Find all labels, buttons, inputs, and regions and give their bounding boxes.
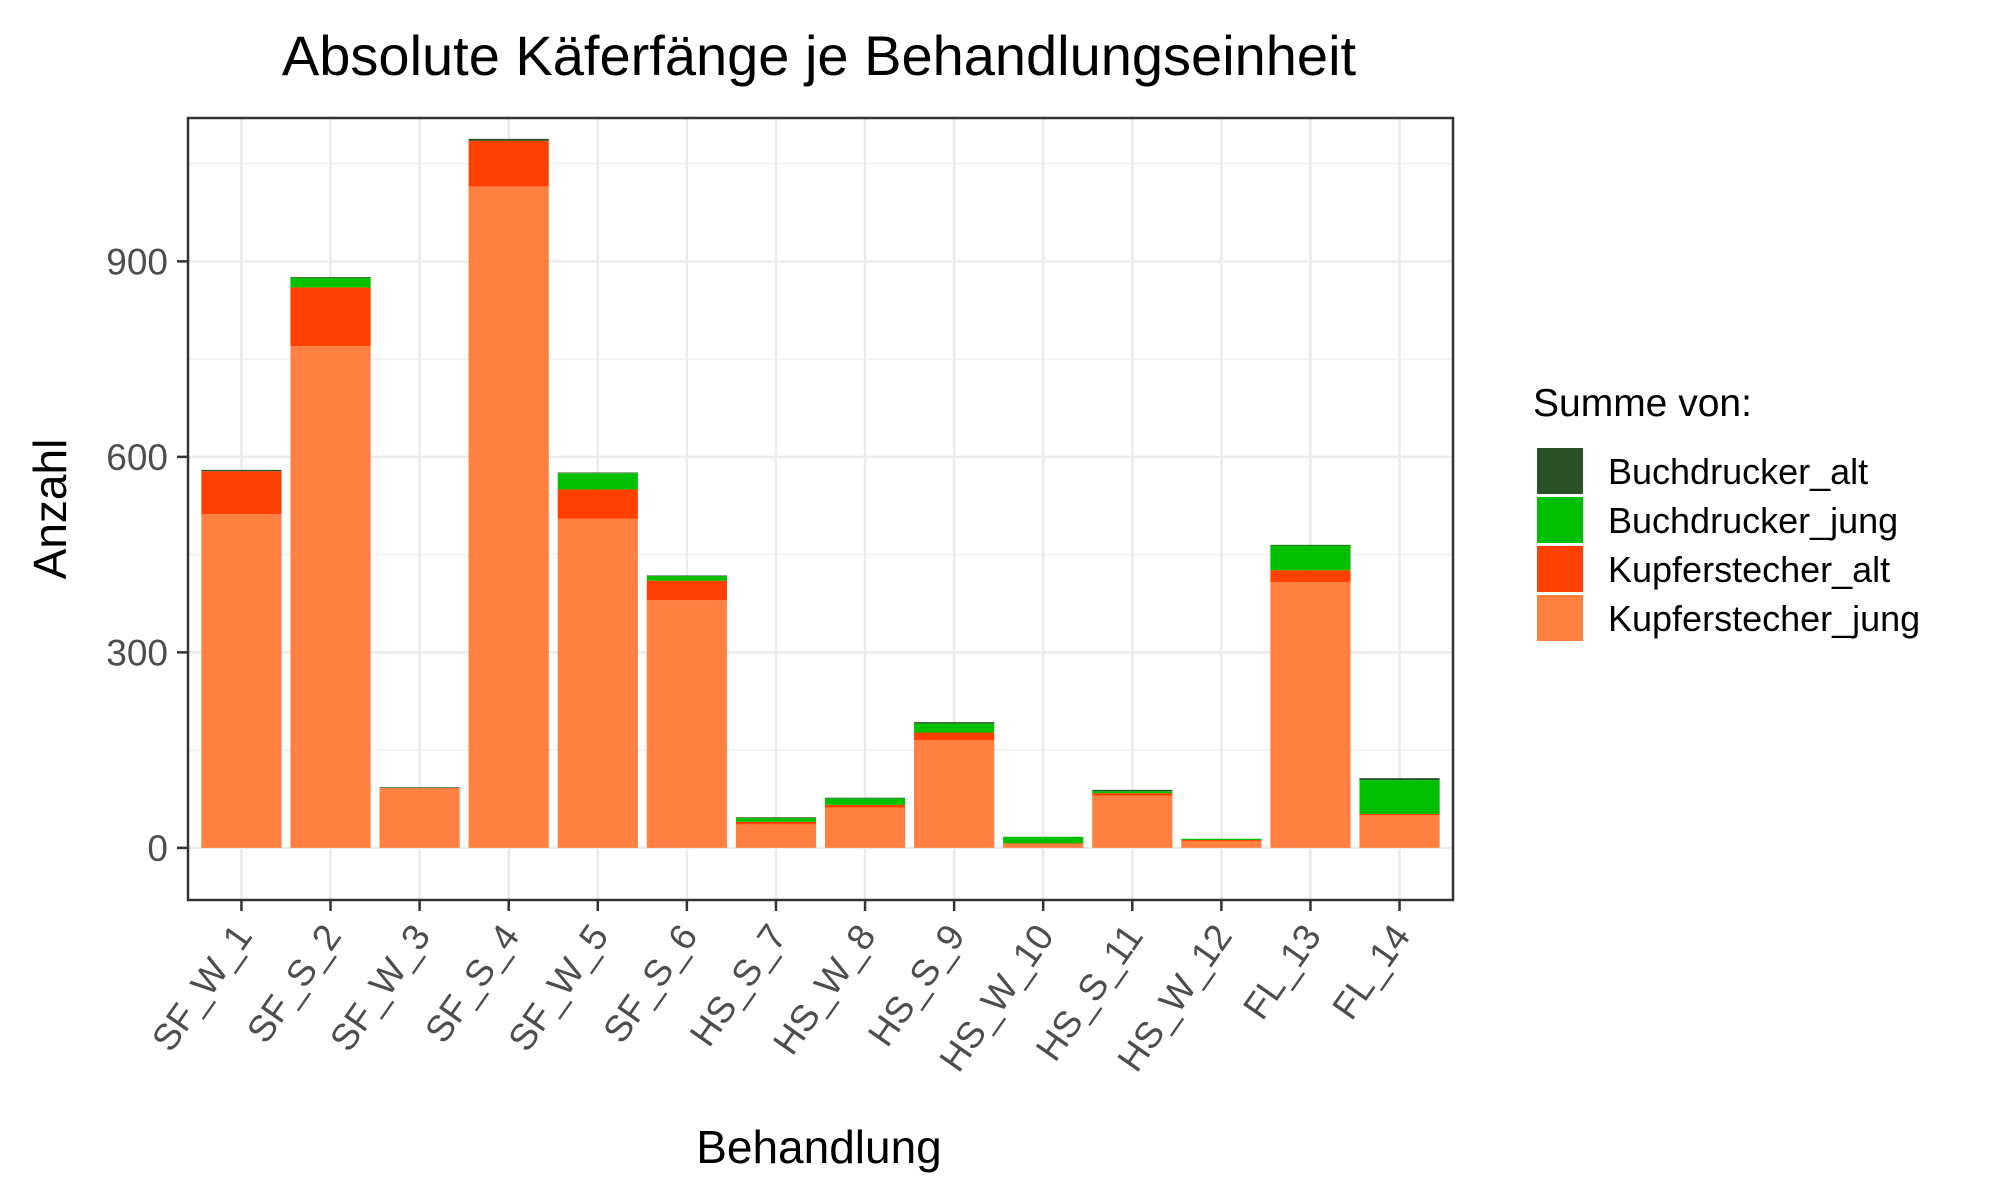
legend-label-kupferstecher-alt: Kupferstecher_alt	[1608, 549, 1890, 590]
bar-hs-s-7-buchdrucker-alt	[735, 817, 817, 818]
legend-swatch-buchdrucker-jung	[1537, 497, 1583, 543]
bar-hs-w-10-kupferstecher-alt	[1003, 843, 1084, 844]
bar-fl-13-buchdrucker-jung	[1270, 545, 1351, 571]
bar-hs-w-10-kupferstecher-jung	[1003, 843, 1084, 848]
legend-label-buchdrucker-jung: Buchdrucker_jung	[1608, 500, 1898, 541]
x-axis-title: Behandlung	[696, 1121, 942, 1173]
bar-sf-s-2-buchdrucker-jung	[290, 277, 371, 288]
bar-hs-s-11-kupferstecher-alt	[1092, 793, 1173, 796]
x-tick-label: SF_W_1	[144, 917, 260, 1058]
bar-sf-w-5-buchdrucker-jung	[557, 473, 638, 490]
bar-fl-14-buchdrucker-jung	[1359, 780, 1440, 814]
y-tick-label: 0	[147, 828, 168, 869]
bar-hs-w-12-buchdrucker-jung	[1181, 838, 1262, 841]
bar-hs-s-9-kupferstecher-alt	[914, 732, 995, 741]
bar-sf-s-4-kupferstecher-jung	[468, 186, 549, 848]
bar-sf-w-1-kupferstecher-jung	[201, 514, 282, 848]
plot-border	[186, 116, 1455, 902]
legend-swatch-kupferstecher-jung	[1537, 595, 1583, 641]
bar-hs-s-9-buchdrucker-alt	[914, 722, 995, 724]
bar-sf-s-6-buchdrucker-alt	[646, 575, 727, 577]
bar-sf-w-3-kupferstecher-jung	[379, 787, 460, 848]
bar-sf-w-1-kupferstecher-alt	[201, 471, 282, 515]
y-tick-label: 900	[106, 241, 168, 282]
bar-hs-w-12-kupferstecher-jung	[1181, 841, 1262, 848]
bar-hs-s-7-buchdrucker-jung	[735, 817, 817, 822]
bar-fl-13-buchdrucker-alt	[1270, 544, 1351, 546]
bar-sf-s-2-buchdrucker-alt	[290, 277, 371, 278]
bar-sf-w-3-buchdrucker-alt	[379, 787, 460, 788]
bar-sf-w-5-kupferstecher-jung	[557, 518, 638, 848]
bar-sf-s-2-kupferstecher-jung	[290, 346, 371, 848]
bar-hs-s-9-buchdrucker-jung	[914, 723, 995, 733]
bar-fl-14-kupferstecher-alt	[1359, 813, 1440, 816]
legend-swatch-buchdrucker-alt	[1537, 448, 1583, 494]
bar-sf-s-4-kupferstecher-alt	[468, 140, 549, 187]
grid-minor	[188, 162, 1453, 751]
legend-label-buchdrucker-alt: Buchdrucker_alt	[1608, 451, 1868, 492]
bar-sf-w-5-kupferstecher-alt	[557, 489, 638, 519]
bar-hs-s-7-kupferstecher-alt	[735, 821, 817, 825]
legend-swatch-kupferstecher-alt	[1537, 546, 1583, 592]
bar-sf-s-2-kupferstecher-alt	[290, 287, 371, 347]
bar-sf-s-6-buchdrucker-jung	[646, 576, 727, 581]
x-axis: SF_W_1SF_S_2SF_W_3SF_S_4SF_W_5SF_S_6HS_S…	[144, 900, 1418, 1079]
y-tick-label: 300	[106, 632, 168, 673]
bar-hs-w-8-buchdrucker-alt	[824, 797, 906, 799]
bar-fl-14-buchdrucker-alt	[1359, 778, 1440, 781]
y-tick-label: 600	[106, 437, 168, 478]
x-tick-label: FL_14	[1324, 917, 1418, 1026]
bar-hs-s-11-buchdrucker-alt	[1092, 789, 1173, 792]
bar-hs-w-12-kupferstecher-alt	[1181, 840, 1262, 842]
bar-sf-s-6-kupferstecher-jung	[646, 600, 727, 848]
bar-sf-w-5-buchdrucker-alt	[557, 472, 638, 474]
bar-hs-s-11-buchdrucker-jung	[1092, 791, 1173, 794]
bar-sf-s-4-buchdrucker-alt	[468, 138, 549, 141]
y-axis: 0 300 600 900	[106, 241, 188, 869]
plot-background	[188, 118, 1453, 900]
y-axis-title: Anzahl	[24, 439, 76, 580]
bar-fl-14-kupferstecher-jung	[1359, 815, 1440, 848]
bar-hs-s-11-kupferstecher-jung	[1092, 795, 1173, 848]
bar-hs-w-8-kupferstecher-alt	[824, 804, 906, 808]
x-tick-label: FL_13	[1235, 917, 1329, 1026]
legend-title: Summe von:	[1533, 382, 1752, 425]
legend: Summe von: Buchdrucker_alt Buchdrucker_ju…	[1533, 382, 1920, 641]
bar-hs-s-7-kupferstecher-jung	[735, 824, 817, 848]
legend-label-kupferstecher-jung: Kupferstecher_jung	[1608, 598, 1920, 639]
bar-hs-s-9-kupferstecher-jung	[914, 740, 995, 848]
bar-hs-w-8-kupferstecher-jung	[824, 807, 906, 848]
bar-hs-w-10-buchdrucker-jung	[1003, 836, 1084, 844]
bar-fl-13-kupferstecher-alt	[1270, 570, 1351, 582]
bar-sf-w-1-buchdrucker-alt	[201, 469, 282, 472]
chart-title: Absolute Käferfänge je Behandlungseinhei…	[282, 24, 1357, 87]
bars	[201, 138, 1440, 848]
bar-fl-13-kupferstecher-jung	[1270, 581, 1351, 848]
bar-sf-s-6-kupferstecher-alt	[646, 580, 727, 601]
bar-hs-w-8-buchdrucker-jung	[824, 798, 906, 805]
